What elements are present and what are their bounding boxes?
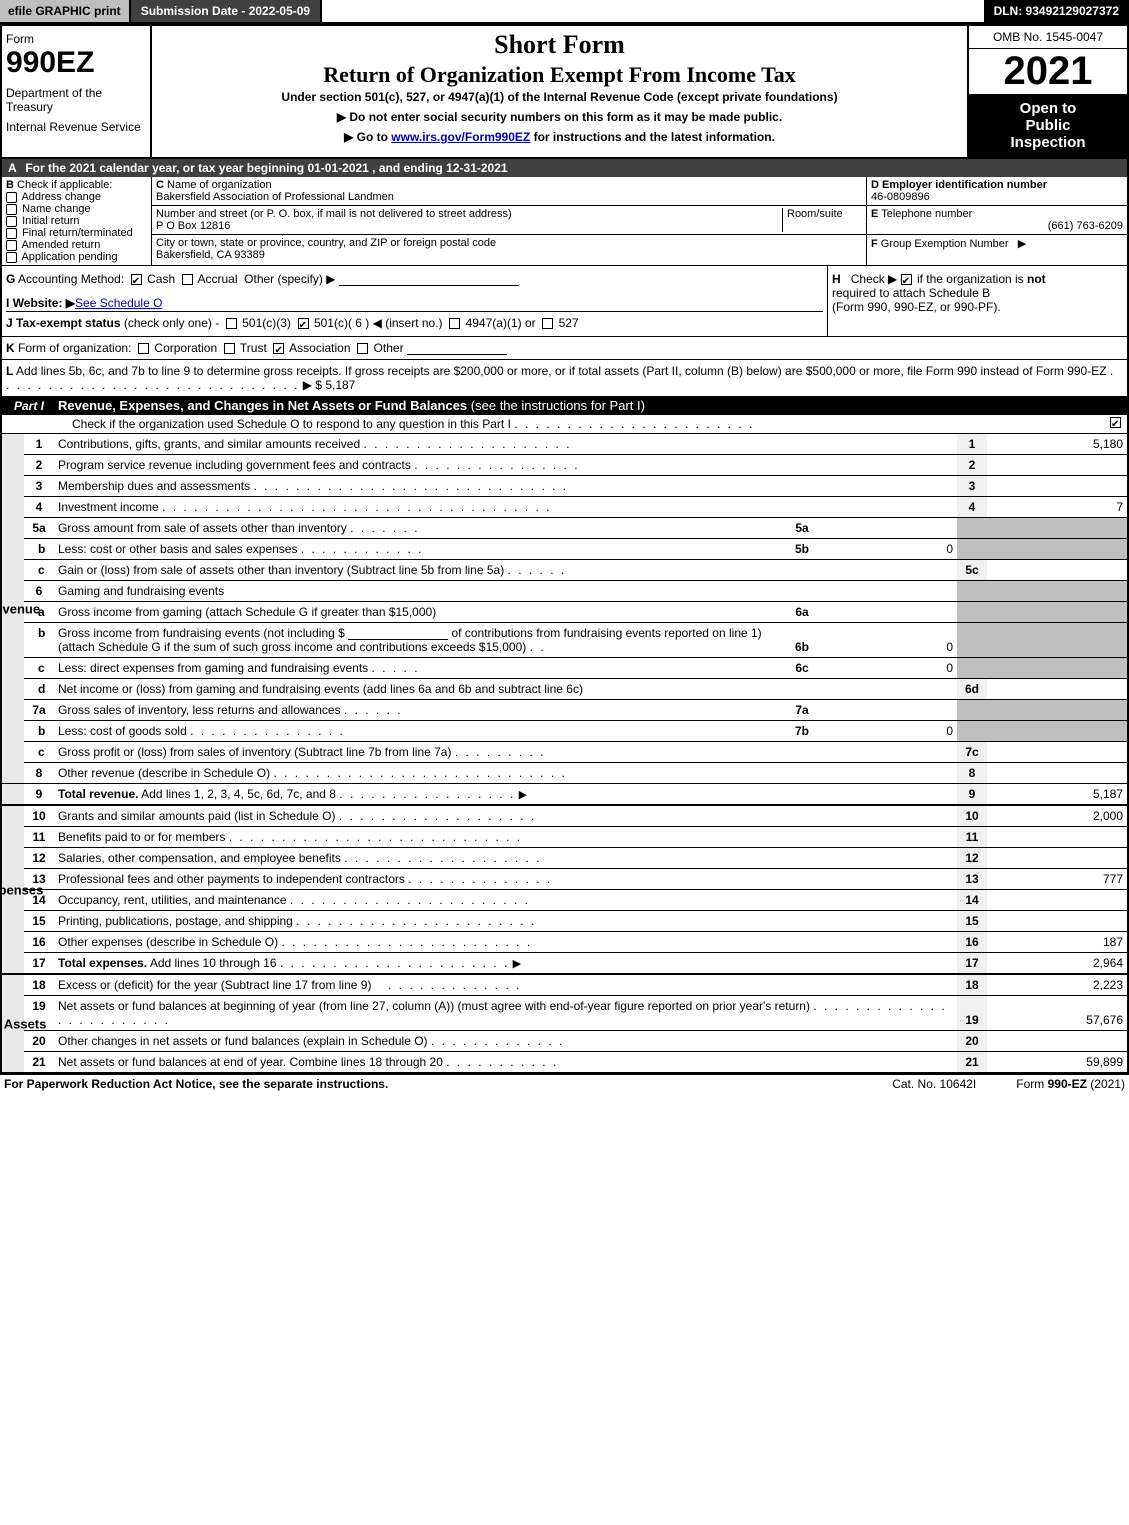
dln-label: DLN: 93492129027372 <box>984 0 1129 22</box>
chk-trust[interactable] <box>224 343 235 354</box>
org-street: P O Box 12816 <box>156 220 230 232</box>
dept-treasury: Department of the Treasury <box>6 86 146 114</box>
row-g-h: G Accounting Method: Cash Accrual Other … <box>2 266 1127 337</box>
line-6: 6 Gaming and fundraising events <box>2 581 1127 602</box>
line-4: 4 Investment income . . . . . . . . . . … <box>2 497 1127 518</box>
line-19: 19 Net assets or fund balances at beginn… <box>2 996 1127 1031</box>
line-5c: c Gain or (loss) from sale of assets oth… <box>2 560 1127 581</box>
irs-link[interactable]: www.irs.gov/Form990EZ <box>391 130 530 144</box>
line-21: 21 Net assets or fund balances at end of… <box>2 1052 1127 1073</box>
title-return-exempt: Return of Organization Exempt From Incom… <box>158 62 961 88</box>
line-17: 17 Total expenses. Add lines 10 through … <box>2 953 1127 975</box>
side-revenue: Revenue <box>0 601 40 616</box>
chk-final-return[interactable] <box>6 228 17 239</box>
line-16: 16 Other expenses (describe in Schedule … <box>2 932 1127 953</box>
line-5b: b Less: cost or other basis and sales ex… <box>2 539 1127 560</box>
row-a-tax-year: A For the 2021 calendar year, or tax yea… <box>2 159 1127 177</box>
instr-goto: ▶ Go to www.irs.gov/Form990EZ for instru… <box>158 130 961 144</box>
other-method-field[interactable] <box>339 272 519 286</box>
line-6c: c Less: direct expenses from gaming and … <box>2 658 1127 679</box>
form-label: Form <box>6 32 146 46</box>
line-14: 14 Occupancy, rent, utilities, and maint… <box>2 890 1127 911</box>
chk-initial-return[interactable] <box>6 216 17 227</box>
chk-name-change[interactable] <box>6 204 17 215</box>
chk-cash[interactable] <box>131 274 142 285</box>
title-short-form: Short Form <box>158 30 961 60</box>
line-12: 12 Salaries, other compensation, and emp… <box>2 848 1127 869</box>
irs-label: Internal Revenue Service <box>6 120 146 134</box>
line-15: 15 Printing, publications, postage, and … <box>2 911 1127 932</box>
line-7c: c Gross profit or (loss) from sales of i… <box>2 742 1127 763</box>
omb-number: OMB No. 1545-0047 <box>969 26 1127 49</box>
chk-amended-return[interactable] <box>6 240 17 251</box>
line-1: Revenue 1 Contributions, gifts, grants, … <box>2 434 1127 455</box>
part-i-table: Revenue 1 Contributions, gifts, grants, … <box>2 434 1127 1073</box>
org-name: Bakersfield Association of Professional … <box>156 191 394 203</box>
form-number: 990EZ <box>6 46 146 80</box>
row-l-gross-receipts: L Add lines 5b, 6c, and 7b to line 9 to … <box>2 360 1127 396</box>
website-value[interactable]: See Schedule O <box>75 296 162 310</box>
chk-4947a1[interactable] <box>449 318 460 329</box>
line-6a: a Gross income from gaming (attach Sched… <box>2 602 1127 623</box>
ein-value: 46-0809896 <box>871 191 930 203</box>
chk-schedule-o-part-i[interactable] <box>1110 417 1121 428</box>
other-org-field[interactable] <box>407 341 507 355</box>
telephone-value: (661) 763-6209 <box>871 220 1123 232</box>
line-9: 9 Total revenue. Add lines 1, 2, 3, 4, 5… <box>2 784 1127 806</box>
part-i-header: Part I Revenue, Expenses, and Changes in… <box>2 396 1127 415</box>
chk-corporation[interactable] <box>138 343 149 354</box>
line-18: Net Assets 18 Excess or (deficit) for th… <box>2 974 1127 996</box>
subtitle-section: Under section 501(c), 527, or 4947(a)(1)… <box>158 90 961 104</box>
line-2: 2 Program service revenue including gove… <box>2 455 1127 476</box>
line-8: 8 Other revenue (describe in Schedule O)… <box>2 763 1127 784</box>
chk-address-change[interactable] <box>6 192 17 203</box>
col-b-checkboxes: B Check if applicable: Address change Na… <box>2 177 152 265</box>
section-b-c-d-e-f: B Check if applicable: Address change Na… <box>2 177 1127 266</box>
line-11: 11 Benefits paid to or for members . . .… <box>2 827 1127 848</box>
gross-receipts-value: 5,187 <box>325 378 355 392</box>
chk-schedule-b-not-required[interactable] <box>901 274 912 285</box>
org-city: Bakersfield, CA 93389 <box>156 249 265 261</box>
contrib-amount-field[interactable] <box>348 626 448 640</box>
form-header: Form 990EZ Department of the Treasury In… <box>2 26 1127 159</box>
tax-year: 2021 <box>969 49 1127 94</box>
chk-527[interactable] <box>542 318 553 329</box>
chk-501c3[interactable] <box>226 318 237 329</box>
line-10: Expenses 10 Grants and similar amounts p… <box>2 805 1127 827</box>
line-6d: d Net income or (loss) from gaming and f… <box>2 679 1127 700</box>
open-to-public: Open to Public Inspection <box>969 94 1127 157</box>
instr-no-ssn: ▶ Do not enter social security numbers o… <box>158 110 961 124</box>
page-footer: For Paperwork Reduction Act Notice, see … <box>0 1075 1129 1093</box>
line-6b: b Gross income from fundraising events (… <box>2 623 1127 658</box>
row-k-form-of-org: K Form of organization: Corporation Trus… <box>2 337 1127 360</box>
efile-print-button[interactable]: efile GRAPHIC print <box>0 0 131 22</box>
chk-accrual[interactable] <box>182 274 193 285</box>
line-13: 13 Professional fees and other payments … <box>2 869 1127 890</box>
line-5a: 5a Gross amount from sale of assets othe… <box>2 518 1127 539</box>
top-bar: efile GRAPHIC print Submission Date - 20… <box>0 0 1129 24</box>
chk-other-org[interactable] <box>357 343 368 354</box>
line-3: 3 Membership dues and assessments . . . … <box>2 476 1127 497</box>
chk-association[interactable] <box>273 343 284 354</box>
side-net-assets: Net Assets <box>0 1016 46 1031</box>
part-i-subheader: Check if the organization used Schedule … <box>2 415 1127 434</box>
line-20: 20 Other changes in net assets or fund b… <box>2 1031 1127 1052</box>
cat-number: Cat. No. 10642I <box>892 1077 976 1091</box>
side-expenses: Expenses <box>0 882 43 897</box>
col-d-e-f: D Employer identification number 46-0809… <box>867 177 1127 265</box>
form-ref: Form 990-EZ (2021) <box>1016 1077 1125 1091</box>
col-c-org-info: C Name of organization Bakersfield Assoc… <box>152 177 867 265</box>
submission-date: Submission Date - 2022-05-09 <box>131 0 322 22</box>
chk-501c[interactable] <box>298 318 309 329</box>
chk-application-pending[interactable] <box>6 252 17 263</box>
line-7b: b Less: cost of goods sold . . . . . . .… <box>2 721 1127 742</box>
paperwork-notice: For Paperwork Reduction Act Notice, see … <box>4 1077 852 1091</box>
line-7a: 7a Gross sales of inventory, less return… <box>2 700 1127 721</box>
